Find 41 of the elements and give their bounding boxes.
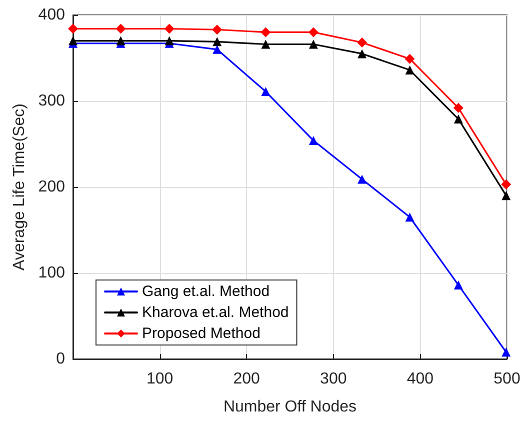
point [116, 36, 126, 46]
legend-label: Proposed Method [142, 325, 260, 342]
point [405, 212, 414, 222]
point [261, 40, 270, 49]
point [212, 37, 222, 46]
point [358, 174, 367, 184]
legend-label: Kharova et.al. Method [142, 304, 289, 321]
y-tick-label: 0 [56, 350, 66, 368]
point [308, 136, 318, 146]
x-tick-label: 400 [406, 370, 434, 388]
y-tick-label: 200 [38, 178, 66, 196]
point [454, 114, 463, 124]
point [164, 36, 174, 46]
point [164, 24, 174, 34]
x-tick-label: 200 [233, 370, 260, 388]
point [501, 179, 512, 190]
point [453, 102, 464, 113]
point [405, 66, 414, 75]
point [261, 87, 270, 96]
x-tick-label: 500 [494, 370, 520, 388]
point [502, 191, 511, 200]
point [502, 348, 511, 357]
x-tick-label: 100 [146, 370, 174, 388]
point [68, 24, 78, 34]
point [116, 24, 126, 34]
point [212, 24, 222, 35]
y-tick-label: 300 [38, 92, 66, 110]
point [260, 27, 271, 38]
y-tick-label: 400 [38, 6, 66, 24]
point [454, 280, 463, 290]
point [357, 38, 368, 48]
point [358, 49, 367, 58]
point [308, 40, 318, 49]
x-tick-label: 300 [320, 370, 347, 388]
legend-label: Gang et.al. Method [142, 283, 270, 300]
point [308, 27, 318, 38]
y-axis-title: Average Life Time(Sec) [10, 104, 28, 270]
x-axis-title: Number Off Nodes [223, 398, 357, 416]
point [68, 36, 78, 46]
y-tick-label: 100 [38, 264, 66, 282]
point [404, 54, 415, 64]
